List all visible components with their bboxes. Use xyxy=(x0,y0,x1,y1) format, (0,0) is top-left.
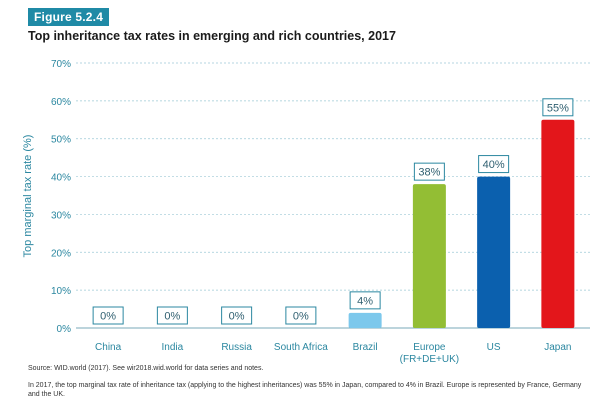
data-label-box xyxy=(92,306,124,325)
data-label-box xyxy=(285,306,317,325)
data-label: 55% xyxy=(547,102,569,114)
category-label: India xyxy=(162,342,184,353)
y-tick-label: 20% xyxy=(51,248,71,259)
y-tick-label: 10% xyxy=(51,286,71,297)
category-label: (FR+DE+UK) xyxy=(400,354,459,365)
data-label: 4% xyxy=(357,295,373,307)
data-label: 38% xyxy=(418,167,440,179)
category-label: South Africa xyxy=(274,342,328,353)
bar xyxy=(412,184,446,328)
data-label-box xyxy=(478,155,510,174)
data-label: 0% xyxy=(100,311,116,323)
y-tick-label: 70% xyxy=(51,59,71,70)
category-label: Japan xyxy=(544,342,571,353)
y-tick-label: 50% xyxy=(51,135,71,146)
bar xyxy=(541,119,575,329)
explanatory-note: In 2017, the top marginal tax rate of in… xyxy=(28,382,582,398)
y-tick-label: 30% xyxy=(51,210,71,221)
data-label-box xyxy=(349,291,381,310)
category-label: Brazil xyxy=(353,342,378,353)
category-label: Europe xyxy=(413,342,446,353)
data-label-box xyxy=(221,306,253,325)
bar xyxy=(348,312,382,328)
data-label: 0% xyxy=(164,311,180,323)
source-note: Source: WID.world (2017). See wir2018.wi… xyxy=(28,365,264,372)
category-label: US xyxy=(487,342,501,353)
y-tick-label: 0% xyxy=(57,324,72,335)
chart-title: Top inheritance tax rates in emerging an… xyxy=(28,29,396,43)
figure-label: Figure 5.2.4 xyxy=(28,8,110,26)
y-tick-label: 40% xyxy=(51,173,71,184)
bar xyxy=(477,176,511,328)
data-label-box xyxy=(413,162,445,181)
data-label-box xyxy=(542,98,574,117)
data-label-box xyxy=(156,306,188,325)
category-label: Russia xyxy=(221,342,252,353)
category-label: China xyxy=(95,342,122,353)
y-tick-label: 60% xyxy=(51,97,71,108)
data-label: 0% xyxy=(229,311,245,323)
data-label: 40% xyxy=(483,159,505,171)
data-label: 0% xyxy=(293,311,309,323)
